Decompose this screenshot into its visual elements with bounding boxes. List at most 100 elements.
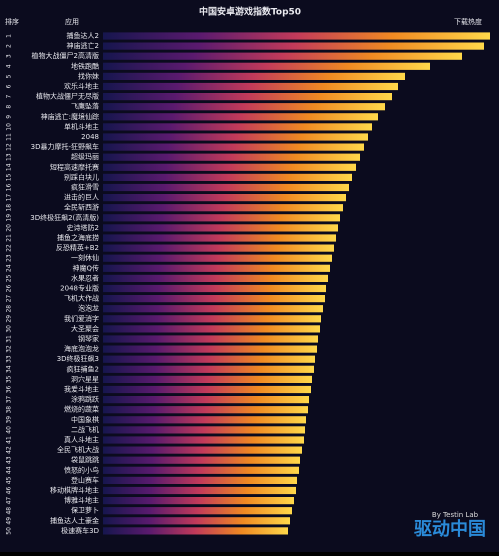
category-label: 愤怒的小鸟 <box>64 465 99 474</box>
bar <box>103 234 336 242</box>
category-label: 飞机大作战 <box>64 294 99 303</box>
category-label: 进击的巨人 <box>64 193 99 202</box>
category-label: 保卫萝卜 <box>71 506 99 515</box>
bar <box>103 143 364 151</box>
rank: 16 <box>6 184 13 192</box>
value-header: 下载热度 <box>454 17 482 26</box>
rank: 41 <box>6 436 13 444</box>
category-label: 中国象棋 <box>71 415 99 424</box>
rank: 5 <box>6 74 13 78</box>
rank: 4 <box>6 64 13 68</box>
category-label: 3D终极狂飙2(高清版) <box>30 213 99 222</box>
bar <box>103 345 317 353</box>
bar <box>103 497 294 505</box>
rank: 19 <box>6 214 13 222</box>
bar <box>103 436 304 444</box>
category-label: 海底泡泡龙 <box>64 344 99 353</box>
rank: 17 <box>6 194 13 202</box>
category-label: 别踩白块儿 <box>64 172 99 181</box>
watermark-sub: By Testin Lab <box>432 511 479 519</box>
rank: 45 <box>6 476 13 484</box>
chart-title: 中国安卓游戏指数Top50 <box>199 6 301 18</box>
rank: 9 <box>6 115 13 119</box>
category-label: 全民斩西游 <box>64 203 99 212</box>
rank: 35 <box>6 375 13 383</box>
bar <box>103 295 325 303</box>
bar <box>103 335 318 343</box>
rank-header: 排序 <box>5 17 19 26</box>
bar <box>103 113 378 121</box>
bar <box>103 305 323 313</box>
bar <box>103 426 305 434</box>
bar <box>103 406 308 414</box>
bar <box>103 103 385 111</box>
bar <box>103 325 320 333</box>
category-label: 大圣聚会 <box>71 324 99 333</box>
category-label: 极速赛车3D <box>61 526 99 535</box>
category-label: 地铁跑酷 <box>71 61 99 70</box>
category-label: 我爱斗地主 <box>64 385 99 394</box>
bar <box>103 456 300 464</box>
category-label: 洞穴星星 <box>71 374 99 383</box>
bar <box>103 527 288 535</box>
bar <box>103 254 332 262</box>
bar <box>103 315 321 323</box>
category-label: 捕鱼达人2 <box>67 31 99 40</box>
rank: 2 <box>6 44 13 48</box>
bar <box>103 123 372 131</box>
bar <box>103 264 330 272</box>
category-label: 博雅斗地主 <box>64 496 99 505</box>
rank: 7 <box>6 95 13 99</box>
rank: 49 <box>6 517 13 525</box>
rank: 14 <box>6 163 13 171</box>
category-label: 登山赛车 <box>71 475 99 484</box>
category-label: 3D终极狂飙3 <box>57 354 99 363</box>
rank: 50 <box>6 527 13 535</box>
category-label: 2048专业版 <box>60 284 99 293</box>
rank: 22 <box>6 244 13 252</box>
bar <box>103 517 290 525</box>
rank: 46 <box>6 487 13 495</box>
category-label: 神魔Q传 <box>72 263 99 272</box>
rank: 34 <box>6 365 13 373</box>
category-label: 超级玛丽 <box>71 152 99 161</box>
rank: 37 <box>6 396 13 404</box>
rank: 8 <box>6 105 13 109</box>
bar <box>103 476 297 484</box>
category-label: 捕鱼之海底捞 <box>57 233 99 242</box>
bar <box>103 224 338 232</box>
rank: 26 <box>6 285 13 293</box>
category-label: 我们爱消字 <box>64 314 99 323</box>
bar <box>103 194 346 202</box>
bar <box>103 153 360 161</box>
category-label: 钢琴家 <box>78 334 99 343</box>
rank: 43 <box>6 456 13 464</box>
category-label: 3D暴力摩托-狂野飙车 <box>31 142 99 151</box>
bar <box>103 284 326 293</box>
category-label: 反恐精英+B2 <box>56 243 99 252</box>
bar <box>103 62 430 70</box>
rank: 39 <box>6 416 13 424</box>
watermark: 驱动中国 <box>414 518 486 540</box>
rank: 12 <box>6 143 13 151</box>
bar <box>103 183 349 192</box>
bar <box>103 204 343 212</box>
bar <box>103 173 352 181</box>
rank: 47 <box>6 497 13 505</box>
rank: 27 <box>6 295 13 303</box>
rank: 24 <box>6 264 13 272</box>
category-label: 真人斗地主 <box>64 435 99 444</box>
category-label: 找你妹 <box>78 71 99 80</box>
category-label: 植物大战僵尸2高清版 <box>32 51 99 60</box>
rank: 28 <box>6 305 13 313</box>
bar <box>103 163 356 171</box>
bar <box>103 466 299 474</box>
category-label: 神庙逃亡2 <box>67 41 99 50</box>
rank: 44 <box>6 466 13 474</box>
bar <box>103 42 484 50</box>
rank: 29 <box>6 315 13 323</box>
category-label: 袋鼠跳跳 <box>71 455 99 464</box>
bar <box>103 244 334 252</box>
category-label: 单机斗地主 <box>64 122 99 131</box>
